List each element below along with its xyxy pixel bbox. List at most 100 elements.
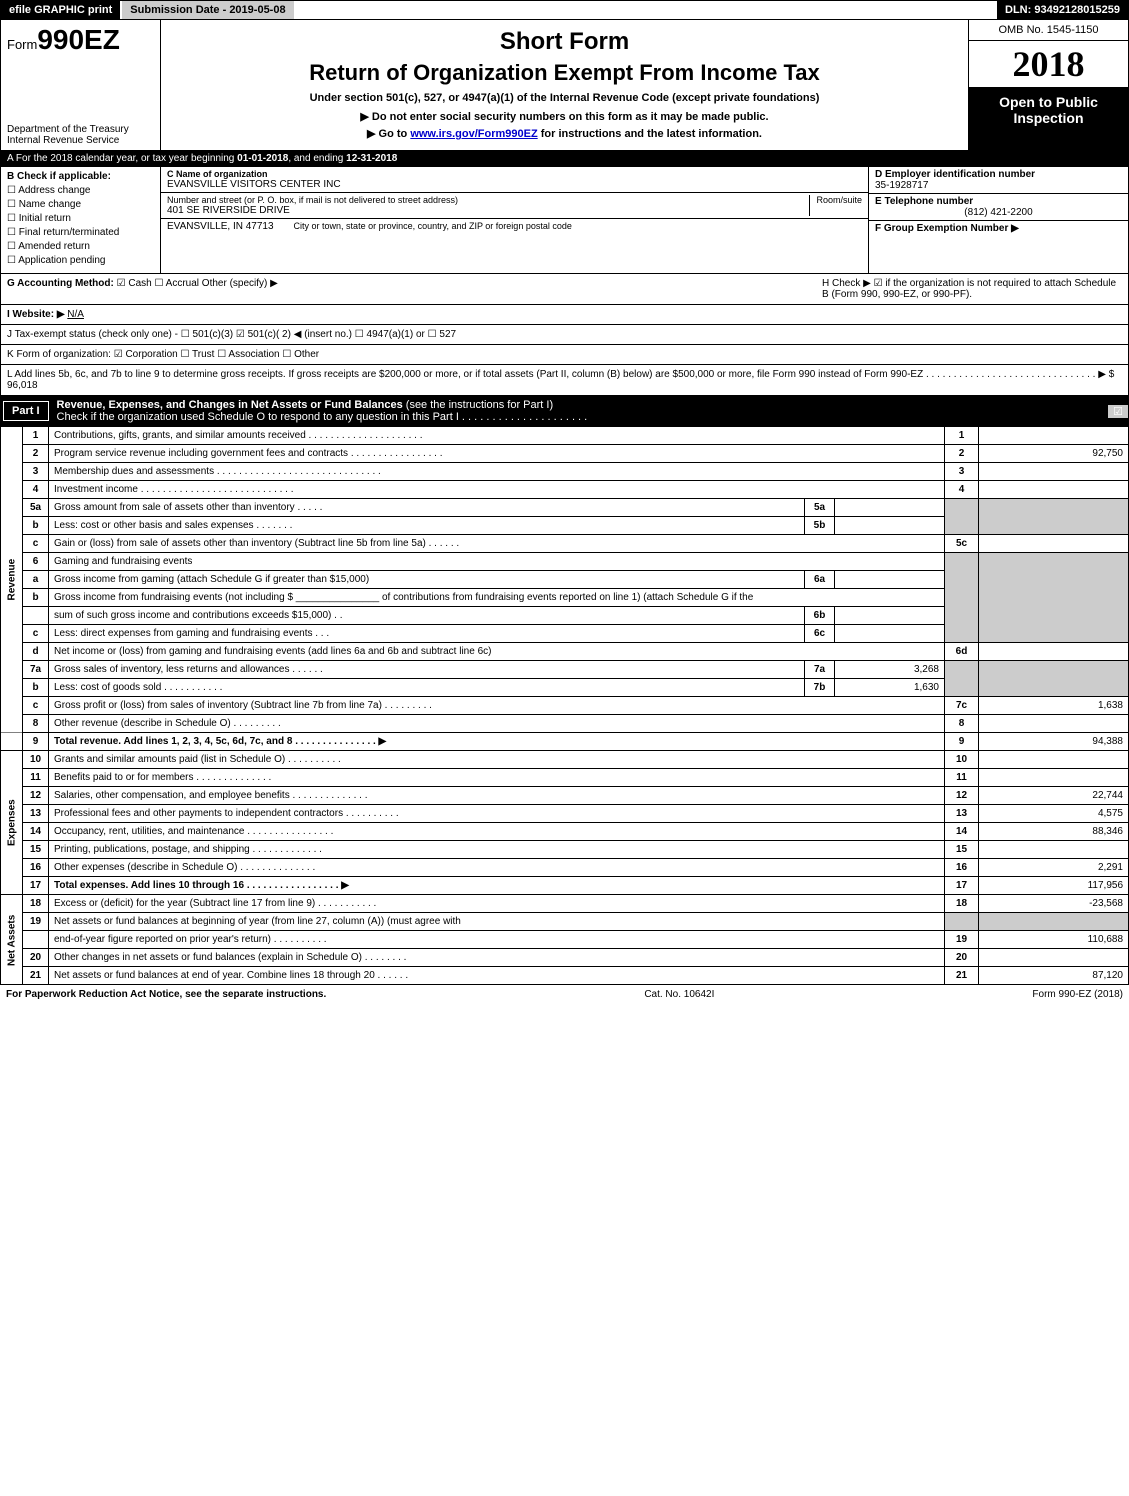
instr2-post: for instructions and the latest informat… — [538, 128, 762, 140]
h-check: H Check ▶ ☑ if the organization is not r… — [822, 278, 1122, 300]
city-label: City or town, state or province, country… — [294, 221, 572, 232]
form-num: 990EZ — [37, 24, 120, 55]
dept-line2: Internal Revenue Service — [7, 135, 154, 146]
footer-mid: Cat. No. 10642I — [644, 989, 714, 1000]
line-6a-desc: Gross income from gaming (attach Schedul… — [49, 571, 805, 589]
line-8-num: 8 — [945, 715, 979, 733]
line-6b2-desc: sum of such gross income and contributio… — [49, 607, 805, 625]
line-5b-sn: 5b — [805, 517, 835, 535]
line-2-num: 2 — [945, 445, 979, 463]
line-21-desc: Net assets or fund balances at end of ye… — [49, 967, 945, 985]
line-4-amt — [979, 481, 1129, 499]
line-10-amt — [979, 751, 1129, 769]
k-row: K Form of organization: ☑ Corporation ☐ … — [0, 345, 1129, 365]
line-10-desc: Grants and similar amounts paid (list in… — [49, 751, 945, 769]
return-subtitle: Under section 501(c), 527, or 4947(a)(1)… — [171, 92, 958, 104]
line-16-num: 16 — [945, 859, 979, 877]
line-19b-amt: 110,688 — [979, 931, 1129, 949]
header-left: Form990EZ Department of the Treasury Int… — [1, 20, 161, 150]
open-public-badge: Open to Public Inspection — [969, 88, 1128, 150]
instr2-pre: ▶ Go to — [367, 128, 410, 140]
addr-value: 401 SE RIVERSIDE DRIVE — [167, 205, 809, 216]
footer-left: For Paperwork Reduction Act Notice, see … — [6, 989, 326, 1000]
line-21-num: 21 — [945, 967, 979, 985]
line-9-amt: 94,388 — [979, 733, 1129, 751]
line-20-amt — [979, 949, 1129, 967]
line-5b-desc: Less: cost or other basis and sales expe… — [49, 517, 805, 535]
chk-final-return[interactable]: ☐ Final return/terminated — [7, 227, 154, 238]
line-5b-sv — [835, 517, 945, 535]
line-6d-amt — [979, 643, 1129, 661]
expenses-label: Expenses — [1, 751, 23, 895]
schedule-o-checkbox[interactable]: ☑ — [1108, 405, 1128, 418]
chk-initial-return[interactable]: ☐ Initial return — [7, 213, 154, 224]
grey-6 — [945, 553, 979, 643]
chk-label-2: Initial return — [19, 213, 71, 224]
line-13-num: 13 — [945, 805, 979, 823]
line-7b-sv: 1,630 — [835, 679, 945, 697]
line-7c-amt: 1,638 — [979, 697, 1129, 715]
g-label: G Accounting Method: — [7, 278, 114, 289]
g-accounting: G Accounting Method: ☑ Cash ☐ Accrual Ot… — [7, 278, 278, 300]
line-13-amt: 4,575 — [979, 805, 1129, 823]
line-1-no: 1 — [23, 427, 49, 445]
line-19b-num: 19 — [945, 931, 979, 949]
line-15-amt — [979, 841, 1129, 859]
e-label: E Telephone number — [875, 196, 1122, 207]
chk-amended-return[interactable]: ☐ Amended return — [7, 241, 154, 252]
chk-label-4: Amended return — [18, 241, 90, 252]
page-footer: For Paperwork Reduction Act Notice, see … — [0, 985, 1129, 1004]
line-21-amt: 87,120 — [979, 967, 1129, 985]
line-4-num: 4 — [945, 481, 979, 499]
section-a-begin: 01-01-2018 — [237, 153, 288, 164]
line-3-desc: Membership dues and assessments . . . . … — [49, 463, 945, 481]
efile-print-button[interactable]: efile GRAPHIC print — [1, 1, 122, 19]
line-6a-sn: 6a — [805, 571, 835, 589]
line-2-desc: Program service revenue including govern… — [49, 445, 945, 463]
line-1-num: 1 — [945, 427, 979, 445]
line-7b-sn: 7b — [805, 679, 835, 697]
form-header: Form990EZ Department of the Treasury Int… — [0, 20, 1129, 151]
check-b-title: B Check if applicable: — [7, 171, 154, 182]
dept-treasury: Department of the Treasury Internal Reve… — [7, 124, 154, 146]
chk-name-change[interactable]: ☐ Name change — [7, 199, 154, 210]
line-6b2-sv — [835, 607, 945, 625]
line-12-num: 12 — [945, 787, 979, 805]
header-right: OMB No. 1545-1150 2018 Open to Public In… — [968, 20, 1128, 150]
short-form-title: Short Form — [171, 28, 958, 56]
c-label: C Name of organization — [167, 169, 862, 179]
omb-number: OMB No. 1545-1150 — [969, 20, 1128, 41]
line-15-desc: Printing, publications, postage, and shi… — [49, 841, 945, 859]
line-11-amt — [979, 769, 1129, 787]
line-11-desc: Benefits paid to or for members . . . . … — [49, 769, 945, 787]
line-5c-amt — [979, 535, 1129, 553]
net-assets-label: Net Assets — [1, 895, 23, 985]
dept-line1: Department of the Treasury — [7, 124, 154, 135]
section-a-bar: A For the 2018 calendar year, or tax yea… — [0, 151, 1129, 167]
line-6c-sv — [835, 625, 945, 643]
line-16-desc: Other expenses (describe in Schedule O) … — [49, 859, 945, 877]
grey-5 — [945, 499, 979, 535]
line-20-desc: Other changes in net assets or fund bala… — [49, 949, 945, 967]
check-b-column: B Check if applicable: ☐ Address change … — [1, 167, 161, 273]
l-text: L Add lines 5b, 6c, and 7b to line 9 to … — [7, 369, 1114, 380]
line-8-desc: Other revenue (describe in Schedule O) .… — [49, 715, 945, 733]
line-8-amt — [979, 715, 1129, 733]
chk-address-change[interactable]: ☐ Address change — [7, 185, 154, 196]
l-value: 96,018 — [7, 380, 38, 391]
irs-link[interactable]: www.irs.gov/Form990EZ — [410, 128, 537, 140]
grey-19 — [945, 913, 979, 931]
line-19-desc: Net assets or fund balances at beginning… — [49, 913, 945, 931]
line-6d-num: 6d — [945, 643, 979, 661]
line-4-desc: Investment income . . . . . . . . . . . … — [49, 481, 945, 499]
submission-date: Submission Date - 2019-05-08 — [122, 1, 293, 19]
line-7c-desc: Gross profit or (loss) from sales of inv… — [49, 697, 945, 715]
line-12-amt: 22,744 — [979, 787, 1129, 805]
line-6c-desc: Less: direct expenses from gaming and fu… — [49, 625, 805, 643]
chk-application-pending[interactable]: ☐ Application pending — [7, 255, 154, 266]
dln-label: DLN: 93492128015259 — [997, 1, 1128, 19]
line-5a-sn: 5a — [805, 499, 835, 517]
grey-5a — [979, 499, 1129, 535]
line-3-amt — [979, 463, 1129, 481]
line-5c-num: 5c — [945, 535, 979, 553]
